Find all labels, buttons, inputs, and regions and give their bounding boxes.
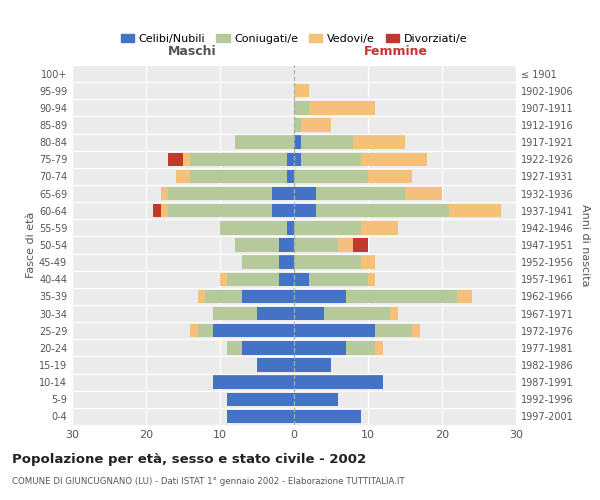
Bar [212, 307, 257, 320]
Bar [294, 238, 338, 252]
Bar [242, 256, 279, 269]
Bar [412, 324, 420, 338]
Bar [405, 187, 442, 200]
Bar [294, 358, 331, 372]
Bar [368, 272, 376, 286]
Bar [287, 170, 294, 183]
Bar [190, 324, 198, 338]
Bar [323, 307, 390, 320]
Bar [257, 358, 294, 372]
Bar [294, 272, 309, 286]
Bar [376, 341, 383, 354]
Bar [294, 410, 361, 423]
Bar [353, 136, 405, 149]
Bar [294, 118, 301, 132]
Bar [346, 290, 457, 303]
Text: Maschi: Maschi [167, 45, 216, 58]
Bar [227, 272, 279, 286]
Bar [154, 204, 161, 218]
Bar [235, 136, 294, 149]
Bar [309, 101, 376, 114]
Bar [353, 238, 368, 252]
Bar [279, 238, 294, 252]
Bar [294, 290, 346, 303]
Bar [168, 204, 272, 218]
Bar [227, 341, 242, 354]
Bar [457, 290, 472, 303]
Bar [220, 272, 227, 286]
Bar [294, 256, 361, 269]
Bar [190, 170, 287, 183]
Bar [235, 238, 279, 252]
Bar [294, 136, 301, 149]
Bar [338, 238, 353, 252]
Bar [346, 341, 376, 354]
Bar [198, 324, 212, 338]
Text: COMUNE DI GIUNCUGNANO (LU) - Dati ISTAT 1° gennaio 2002 - Elaborazione TUTTITALI: COMUNE DI GIUNCUGNANO (LU) - Dati ISTAT … [12, 478, 404, 486]
Y-axis label: Anni di nascita: Anni di nascita [580, 204, 590, 286]
Bar [294, 324, 376, 338]
Bar [257, 307, 294, 320]
Bar [294, 204, 316, 218]
Bar [294, 152, 301, 166]
Bar [205, 290, 242, 303]
Bar [316, 204, 449, 218]
Bar [168, 152, 183, 166]
Bar [183, 152, 190, 166]
Bar [212, 376, 294, 389]
Bar [361, 221, 398, 234]
Bar [287, 152, 294, 166]
Bar [294, 170, 368, 183]
Bar [294, 376, 383, 389]
Text: Popolazione per età, sesso e stato civile - 2002: Popolazione per età, sesso e stato civil… [12, 452, 366, 466]
Bar [161, 204, 168, 218]
Bar [301, 118, 331, 132]
Bar [287, 221, 294, 234]
Bar [294, 84, 309, 98]
Bar [294, 392, 338, 406]
Bar [242, 290, 294, 303]
Bar [190, 152, 287, 166]
Bar [242, 341, 294, 354]
Bar [168, 187, 272, 200]
Bar [294, 221, 361, 234]
Bar [390, 307, 398, 320]
Bar [368, 170, 412, 183]
Bar [301, 152, 361, 166]
Legend: Celibi/Nubili, Coniugati/e, Vedovi/e, Divorziati/e: Celibi/Nubili, Coniugati/e, Vedovi/e, Di… [116, 29, 472, 48]
Bar [279, 256, 294, 269]
Bar [176, 170, 190, 183]
Bar [294, 187, 316, 200]
Bar [294, 341, 346, 354]
Bar [361, 256, 376, 269]
Bar [227, 392, 294, 406]
Bar [309, 272, 368, 286]
Bar [294, 101, 309, 114]
Bar [227, 410, 294, 423]
Bar [449, 204, 501, 218]
Bar [272, 204, 294, 218]
Bar [272, 187, 294, 200]
Bar [220, 221, 287, 234]
Bar [376, 324, 412, 338]
Bar [198, 290, 205, 303]
Bar [212, 324, 294, 338]
Bar [361, 152, 427, 166]
Bar [316, 187, 405, 200]
Text: Femmine: Femmine [364, 45, 428, 58]
Bar [161, 187, 168, 200]
Bar [301, 136, 353, 149]
Bar [294, 307, 323, 320]
Y-axis label: Fasce di età: Fasce di età [26, 212, 36, 278]
Bar [279, 272, 294, 286]
